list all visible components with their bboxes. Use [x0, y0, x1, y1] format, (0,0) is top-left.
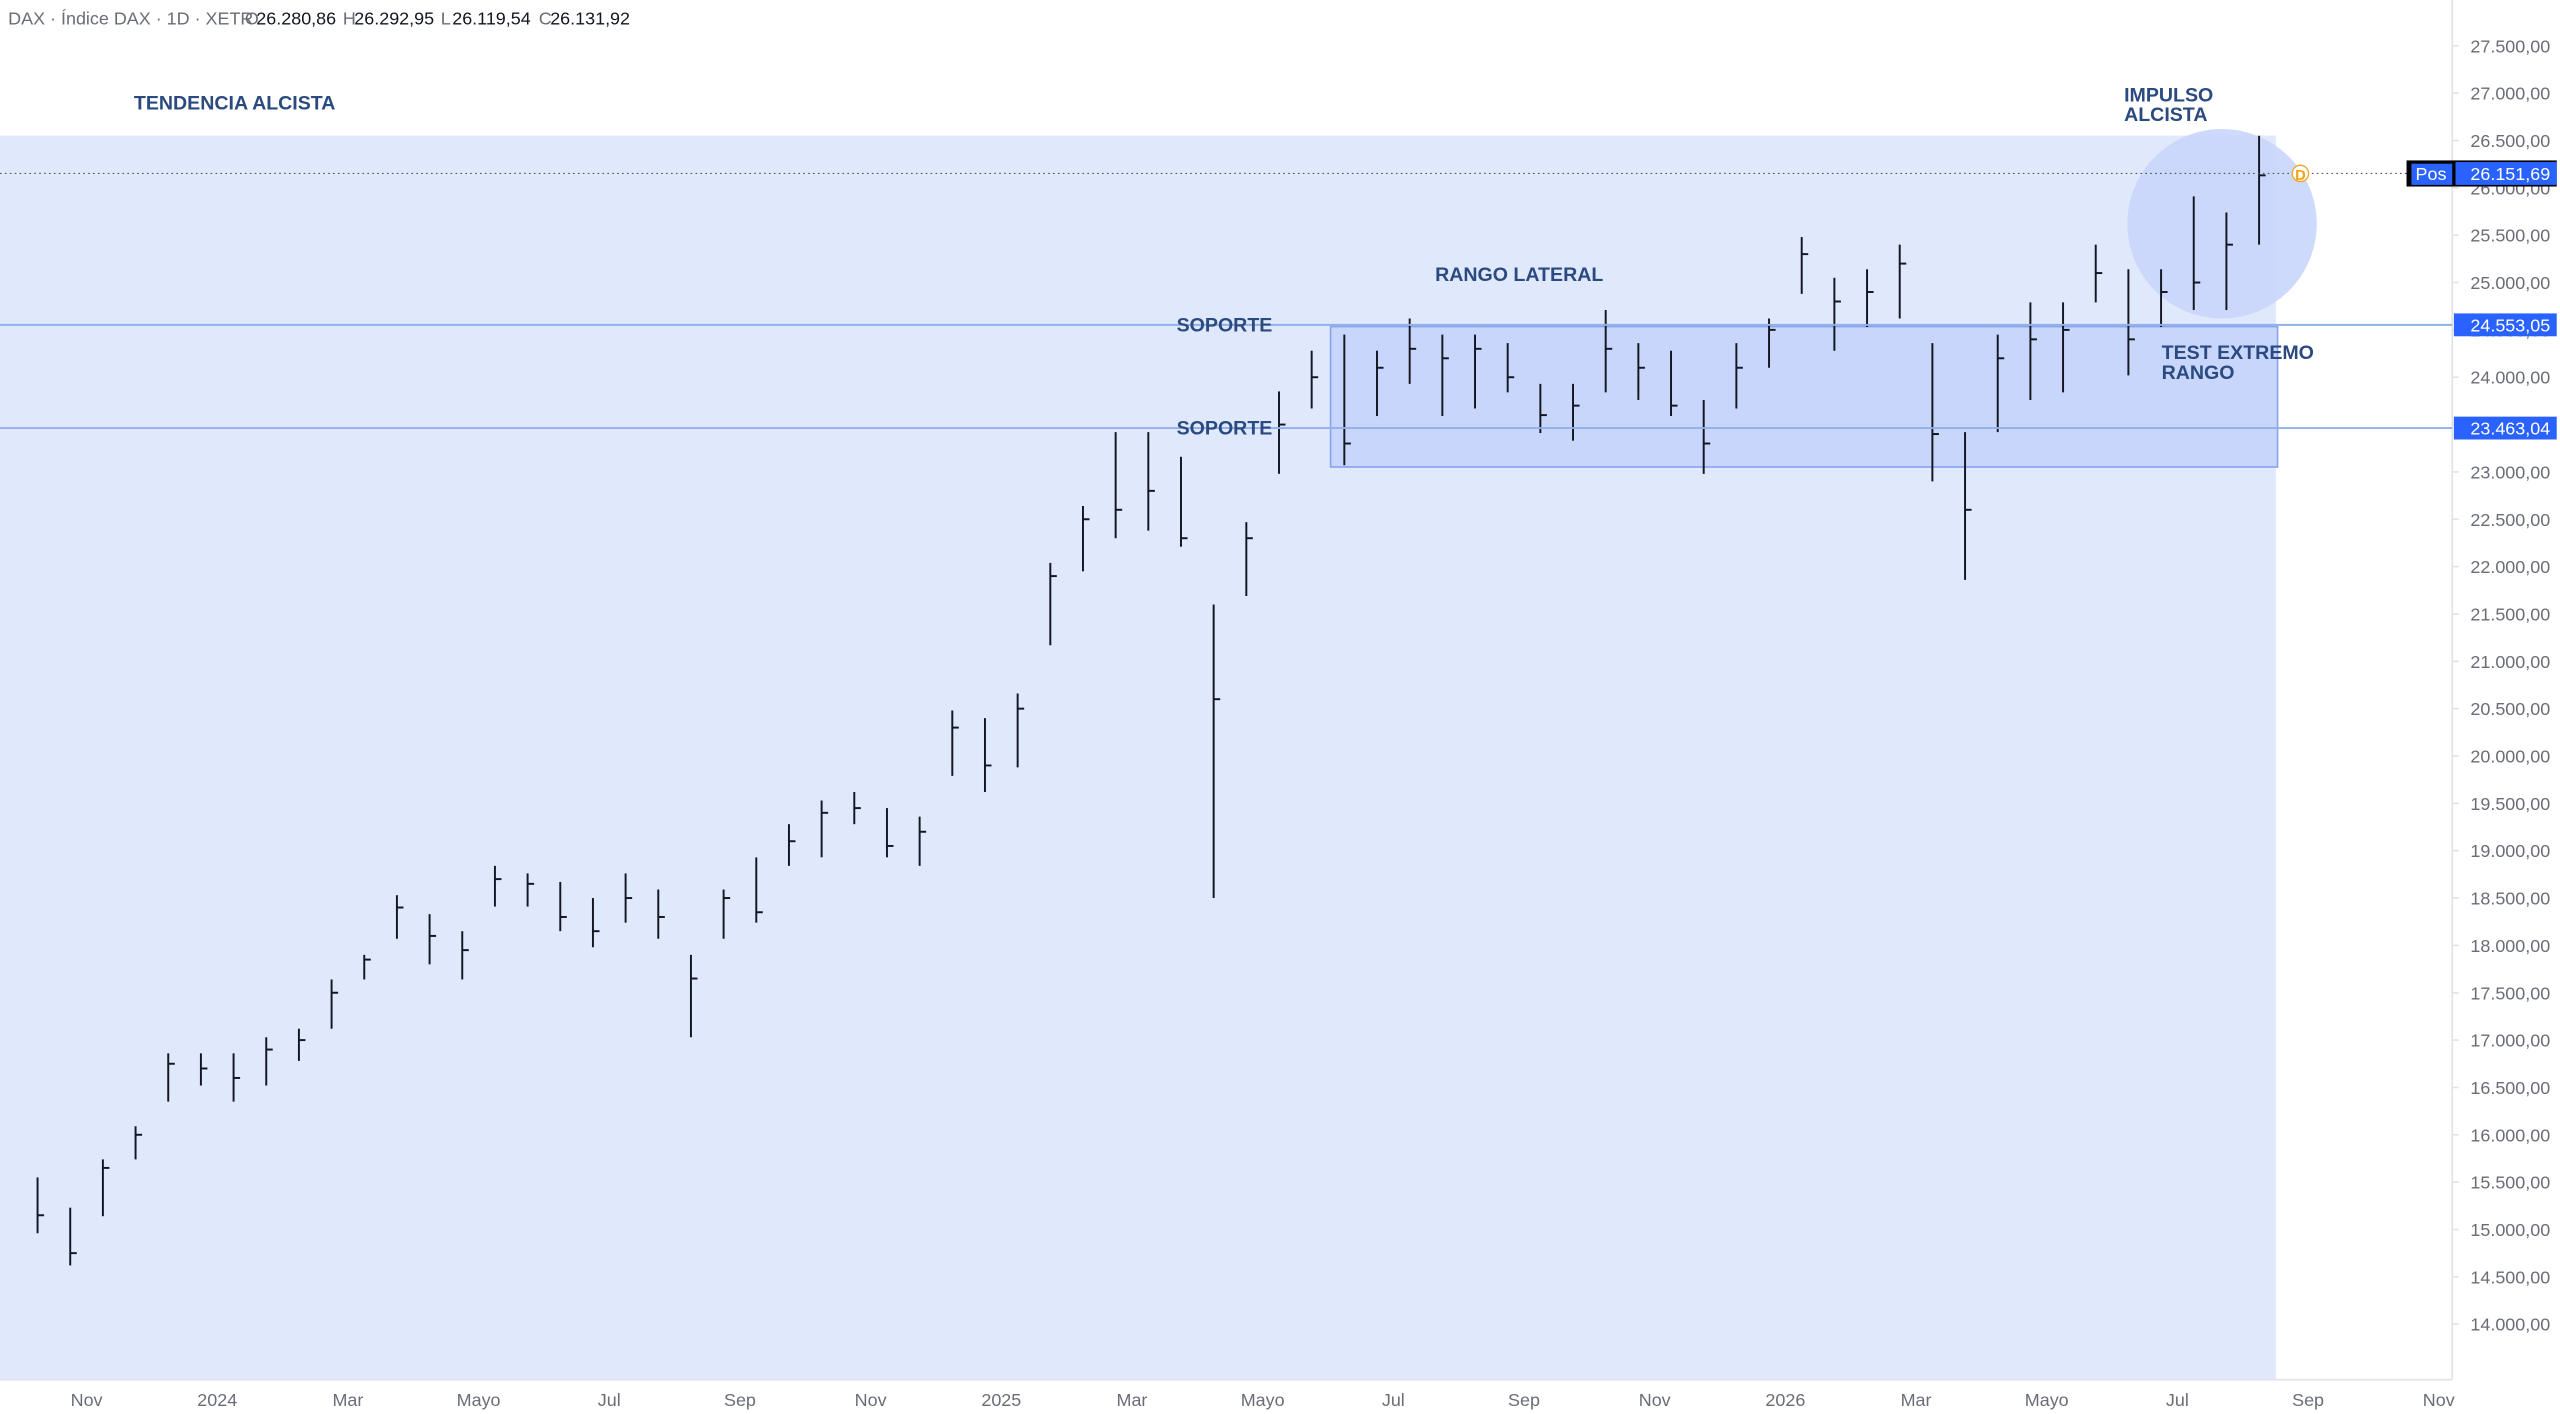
marker [2291, 164, 2310, 183]
y-tick-label: 14.500,00 [2470, 1267, 2550, 1287]
x-tick-label: 2024 [197, 1390, 237, 1410]
y-tick-label: 23.000,00 [2470, 462, 2550, 482]
y-tick-label: 19.500,00 [2470, 794, 2550, 814]
y-tick-label: 14.000,00 [2470, 1315, 2550, 1335]
y-tick-label: 22.000,00 [2470, 557, 2550, 577]
annotation: TEST EXTREMO [2162, 342, 2314, 364]
x-tick-label: Jul [2166, 1390, 2189, 1410]
y-tick-label: 21.500,00 [2470, 604, 2550, 624]
annotation: ALCISTA [2124, 104, 2207, 126]
y-tick-label: 18.000,00 [2470, 936, 2550, 956]
price-tag-label: 26.151,69 [2470, 164, 2550, 184]
x-tick-label: Sep [1508, 1390, 1540, 1410]
support-label: SOPORTE [1177, 314, 1273, 336]
level-tag-label: 23.463,04 [2470, 419, 2550, 439]
ohlc-value: 26.292,95 [354, 9, 434, 29]
annotation: IMPULSO [2124, 84, 2213, 106]
y-tick-label: 17.500,00 [2470, 983, 2550, 1003]
ohlc-value: 26.131,92 [550, 9, 630, 29]
x-tick-label: Nov [1639, 1390, 1671, 1410]
level-tag [2453, 416, 2557, 440]
y-tick-label: 24.000,00 [2470, 368, 2550, 388]
support-label: SOPORTE [1177, 418, 1273, 440]
ohlc-key: L [441, 9, 451, 29]
x-tick-label: 2025 [981, 1390, 1021, 1410]
y-tick-label: 20.500,00 [2470, 699, 2550, 719]
x-tick-label: Nov [855, 1390, 887, 1410]
y-tick-label: 27.000,00 [2470, 84, 2550, 104]
x-tick-label: Nov [2423, 1390, 2455, 1410]
annotation: RANGO LATERAL [1435, 264, 1603, 286]
ohlc-value: 26.119,54 [452, 9, 530, 29]
pos-tag [2411, 163, 2453, 185]
range-zone [1329, 325, 2279, 468]
y-tick-label: 18.500,00 [2470, 889, 2550, 909]
x-tick-label: Sep [724, 1390, 756, 1410]
ohlc-value: 26.280,86 [256, 9, 336, 29]
level-tag-label: 24.553,05 [2470, 315, 2550, 335]
y-tick-label: 19.000,00 [2470, 841, 2550, 861]
y-tick-label: 25.000,00 [2470, 273, 2550, 293]
x-tick-label: Nov [71, 1390, 103, 1410]
x-tick-label: Mayo [457, 1390, 501, 1410]
y-tick-label: 21.000,00 [2470, 652, 2550, 672]
x-tick-label: Jul [598, 1390, 621, 1410]
y-tick-label: 15.500,00 [2470, 1173, 2550, 1193]
annotation: TENDENCIA ALCISTA [134, 92, 336, 114]
y-tick-label: 27.500,00 [2470, 36, 2550, 56]
x-tick-label: Mayo [2025, 1390, 2069, 1410]
x-tick-label: Mar [1117, 1390, 1148, 1410]
x-tick-label: Mar [1901, 1390, 1932, 1410]
impulse-circle [2127, 129, 2317, 319]
level-tag [2453, 313, 2557, 337]
x-tick-label: Sep [2292, 1390, 2324, 1410]
x-tick-label: Mar [332, 1390, 363, 1410]
ohlc-key: H [343, 9, 356, 29]
marker-label: D [2295, 168, 2306, 184]
pos-tag-label: Pos [2416, 164, 2447, 184]
x-tick-label: 2026 [1765, 1390, 1805, 1410]
y-tick-label: 25.500,00 [2470, 226, 2550, 246]
y-tick-label: 15.000,00 [2470, 1220, 2550, 1240]
y-tick-label: 26.500,00 [2470, 131, 2550, 151]
annotation: RANGO [2162, 362, 2235, 384]
x-tick-label: Mayo [1241, 1390, 1285, 1410]
trend-zone [0, 135, 2276, 1380]
x-tick-label: Jul [1382, 1390, 1405, 1410]
ohlc-key: C [539, 9, 552, 29]
y-tick-label: 16.500,00 [2470, 1078, 2550, 1098]
price-tag [2455, 162, 2557, 185]
y-tick-label: 22.500,00 [2470, 510, 2550, 530]
symbol: DAX · Índice DAX · 1D · XETR [8, 9, 253, 29]
y-tick-label: 16.000,00 [2470, 1125, 2550, 1145]
ohlc-key: O [245, 9, 259, 29]
y-tick-label: 20.000,00 [2470, 747, 2550, 767]
y-tick-label: 17.000,00 [2470, 1031, 2550, 1051]
